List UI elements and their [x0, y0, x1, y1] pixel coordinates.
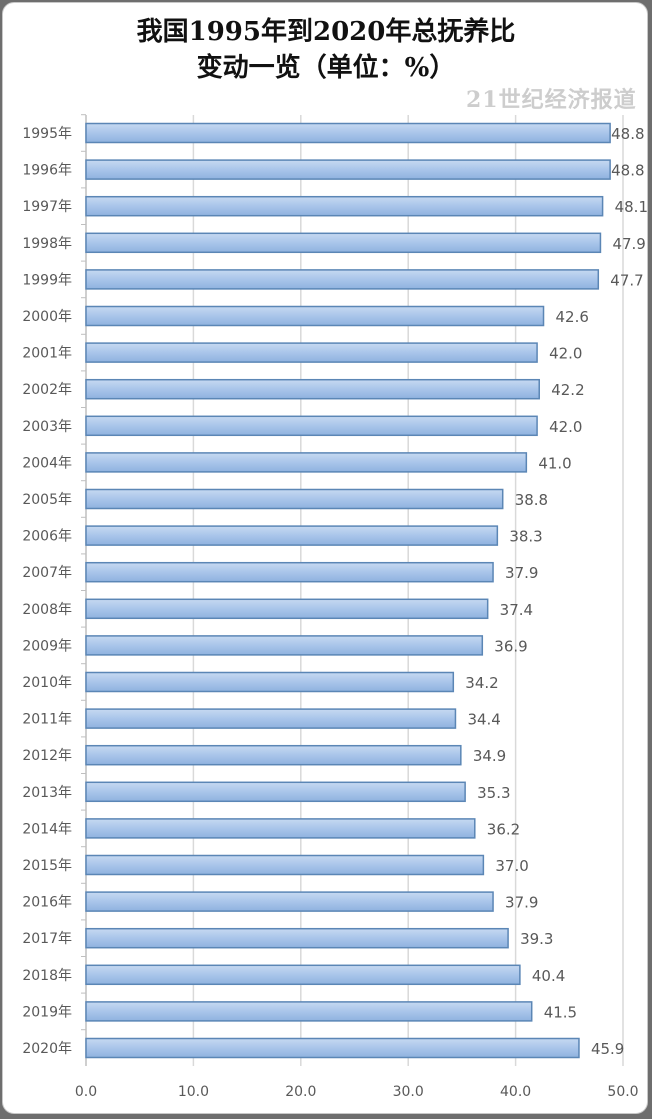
- x-tick-label: 50.0: [607, 1084, 638, 1100]
- x-tick-label: 30.0: [393, 1084, 424, 1100]
- y-tick-label: 2006年: [22, 529, 72, 545]
- bar: [85, 635, 484, 656]
- data-label: 47.9: [612, 235, 645, 253]
- bar: [85, 708, 457, 729]
- y-tick-label: 1997年: [22, 199, 72, 215]
- data-label: 48.8: [611, 125, 644, 143]
- y-tick-label: 2003年: [22, 419, 72, 435]
- data-label: 40.4: [532, 967, 565, 985]
- data-label: 37.9: [505, 564, 538, 582]
- y-tick-label: 2017年: [22, 931, 72, 947]
- data-label: 37.0: [495, 857, 528, 875]
- bar: [85, 122, 611, 144]
- data-label: 34.4: [467, 711, 500, 729]
- data-label: 36.2: [487, 820, 520, 838]
- chart-title: 我国1995年到2020年总抚养比 变动一览（单位：%）: [0, 14, 652, 86]
- bar: [85, 415, 538, 437]
- data-label: 34.9: [473, 747, 506, 765]
- bar: [85, 159, 611, 180]
- data-label: 39.3: [520, 930, 553, 948]
- y-tick-label: 2014年: [22, 821, 72, 837]
- data-label: 42.0: [549, 345, 582, 363]
- data-label: 48.8: [611, 162, 644, 180]
- y-tick-label: 2001年: [22, 346, 72, 362]
- data-label: 35.3: [477, 784, 510, 802]
- bar: [85, 1037, 580, 1059]
- bar: [85, 342, 538, 363]
- y-tick-label: 2019年: [22, 1004, 72, 1020]
- x-tick-label: 40.0: [500, 1084, 531, 1100]
- y-tick-label: 2000年: [22, 309, 72, 325]
- bar: [85, 598, 489, 620]
- bar: [85, 232, 602, 254]
- y-tick-label: 2016年: [22, 895, 72, 911]
- bar: [85, 525, 499, 546]
- bar: [85, 927, 509, 949]
- y-tick-label: 1995年: [22, 126, 72, 142]
- y-tick-label: 1996年: [22, 163, 72, 179]
- bar: [85, 964, 521, 986]
- data-label: 42.2: [551, 381, 584, 399]
- bar: [85, 818, 476, 839]
- data-label: 38.3: [509, 528, 542, 546]
- bar: [85, 854, 485, 876]
- y-tick-label: 2018年: [22, 968, 72, 984]
- y-tick-label: 2008年: [22, 602, 72, 618]
- data-label: 42.0: [549, 418, 582, 436]
- bar: [85, 781, 466, 803]
- y-tick-label: 2004年: [22, 455, 72, 471]
- bar: [85, 269, 600, 290]
- data-label: 47.7: [610, 271, 643, 289]
- data-label: 45.9: [591, 1040, 624, 1058]
- x-tick-label: 10.0: [178, 1084, 209, 1100]
- bar: [85, 378, 540, 400]
- x-tick-label: 0.0: [75, 1084, 97, 1100]
- bar: [85, 488, 504, 510]
- bar: [85, 671, 455, 693]
- y-tick-label: 2015年: [22, 858, 72, 874]
- bar: [85, 305, 545, 327]
- y-tick-label: 2011年: [22, 712, 72, 728]
- y-tick-label: 2013年: [22, 785, 72, 801]
- data-label: 38.8: [515, 491, 548, 509]
- data-label: 37.9: [505, 894, 538, 912]
- data-label: 37.4: [500, 601, 533, 619]
- y-tick-label: 2009年: [22, 638, 72, 654]
- y-tick-label: 2005年: [22, 492, 72, 508]
- y-tick-label: 2007年: [22, 565, 72, 581]
- bar: [85, 452, 528, 473]
- y-tick-label: 2012年: [22, 748, 72, 764]
- data-label: 41.0: [538, 454, 571, 472]
- bar: [85, 891, 494, 912]
- title-line-2: 变动一览（单位：%）: [196, 53, 456, 83]
- bar: [85, 561, 494, 583]
- bar: [85, 195, 604, 217]
- y-tick-label: 1998年: [22, 236, 72, 252]
- y-tick-label: 2002年: [22, 382, 72, 398]
- data-label: 34.2: [465, 674, 498, 692]
- bar: [85, 1001, 533, 1022]
- y-tick-label: 2010年: [22, 675, 72, 691]
- data-label: 41.5: [544, 1003, 577, 1021]
- title-line-1: 我国1995年到2020年总抚养比: [136, 17, 516, 47]
- bar: [85, 744, 462, 766]
- data-label: 42.6: [556, 308, 589, 326]
- y-tick-label: 1999年: [22, 272, 72, 288]
- x-tick-label: 20.0: [285, 1084, 316, 1100]
- data-label: 36.9: [494, 637, 527, 655]
- data-label: 48.1: [615, 198, 648, 216]
- y-tick-label: 2020年: [22, 1041, 72, 1057]
- watermark-logo: 21世纪经济报道: [466, 87, 637, 113]
